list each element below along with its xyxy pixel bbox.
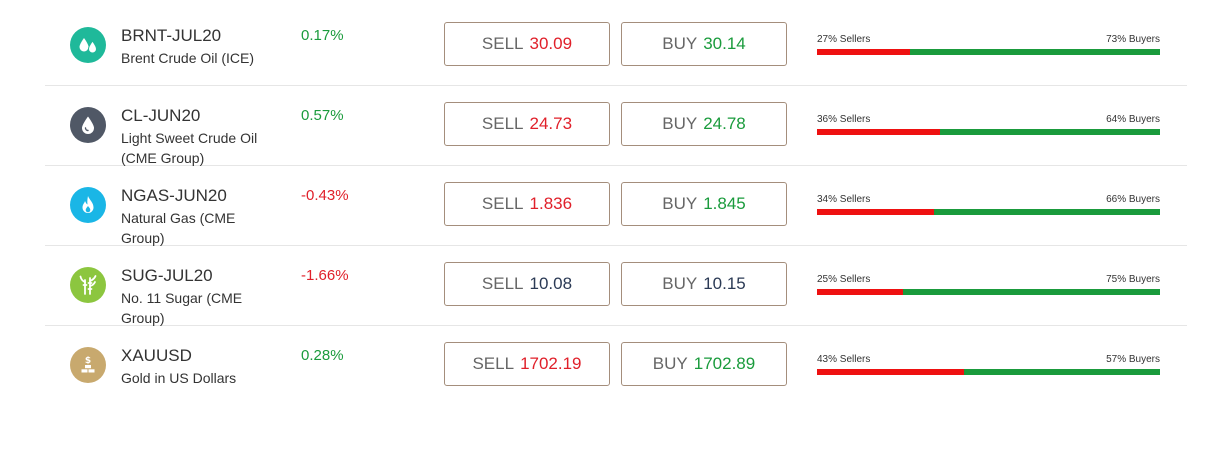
instrument-symbol[interactable]: BRNT-JUL20 [121, 26, 222, 45]
sellers-percent-label: 27% Sellers [817, 34, 871, 45]
sentiment-indicator: 25% Sellers 75% Buyers [817, 274, 1160, 295]
buy-price: 30.14 [703, 34, 746, 53]
sell-price: 1.836 [529, 194, 573, 213]
sell-price: 24.73 [529, 114, 573, 133]
sentiment-indicator: 34% Sellers 66% Buyers [817, 194, 1160, 215]
sell-label: SELL [481, 194, 524, 213]
instrument-row: SUG-JUL20 No. 11 Sugar (CME Group) -1.66… [45, 246, 1187, 326]
buy-button[interactable]: BUY 1.845 [621, 182, 787, 226]
buy-label: BUY [662, 114, 698, 133]
instrument-name: No. 11 Sugar (CME Group) [121, 290, 243, 326]
buy-button[interactable]: BUY 30.14 [621, 22, 787, 66]
buyers-percent-label: 66% Buyers [1106, 194, 1160, 205]
sell-label: SELL [472, 354, 515, 373]
sell-button[interactable]: SELL 30.09 [444, 22, 610, 66]
sellers-percent-label: 25% Sellers [817, 274, 871, 285]
sellers-bar-fill [817, 369, 965, 375]
sellers-bar-fill [817, 129, 941, 135]
sentiment-bar [817, 129, 1160, 135]
svg-text:$: $ [85, 356, 91, 366]
change-percent: -1.66% [301, 267, 349, 284]
instrument-row: BRNT-JUL20 Brent Crude Oil (ICE) 0.17% S… [45, 6, 1187, 86]
sugarcane-icon [70, 267, 106, 303]
sentiment-indicator: 36% Sellers 64% Buyers [817, 114, 1160, 135]
sentiment-bar [817, 49, 1160, 55]
buy-label: BUY [662, 34, 698, 53]
buy-label: BUY [662, 274, 698, 293]
water-drops-icon [70, 27, 106, 63]
sellers-percent-label: 43% Sellers [817, 354, 871, 365]
sell-price: 10.08 [529, 274, 573, 293]
sentiment-bar [817, 289, 1160, 295]
sellers-percent-label: 34% Sellers [817, 194, 871, 205]
change-percent: 0.17% [301, 27, 344, 44]
sell-button[interactable]: SELL 10.08 [444, 262, 610, 306]
instrument-row: NGAS-JUN20 Natural Gas (CME Group) -0.43… [45, 166, 1187, 246]
sentiment-indicator: 43% Sellers 57% Buyers [817, 354, 1160, 375]
sell-button[interactable]: SELL 1.836 [444, 182, 610, 226]
buyers-percent-label: 64% Buyers [1106, 114, 1160, 125]
buy-button[interactable]: BUY 1702.89 [621, 342, 787, 386]
buyers-percent-label: 73% Buyers [1106, 34, 1160, 45]
sentiment-bar [817, 369, 1160, 375]
oil-drop-icon [70, 107, 106, 143]
sellers-bar-fill [817, 209, 934, 215]
sell-label: SELL [481, 34, 524, 53]
gold-bars-icon: $ [70, 347, 106, 383]
buyers-percent-label: 57% Buyers [1106, 354, 1160, 365]
change-percent: 0.28% [301, 347, 344, 364]
buy-label: BUY [652, 354, 688, 373]
sentiment-bar [817, 209, 1160, 215]
instrument-name: Brent Crude Oil (ICE) [121, 50, 255, 66]
sell-button[interactable]: SELL 1702.19 [444, 342, 610, 386]
buy-price: 10.15 [703, 274, 746, 293]
sell-price: 30.09 [529, 34, 573, 53]
change-percent: 0.57% [301, 107, 344, 124]
buyers-percent-label: 75% Buyers [1106, 274, 1160, 285]
buy-button[interactable]: BUY 10.15 [621, 262, 787, 306]
sentiment-indicator: 27% Sellers 73% Buyers [817, 34, 1160, 55]
instrument-symbol[interactable]: XAUUSD [121, 346, 192, 365]
buy-price: 24.78 [703, 114, 746, 133]
instrument-name: Gold in US Dollars [121, 370, 237, 386]
buy-button[interactable]: BUY 24.78 [621, 102, 787, 146]
instrument-table: BRNT-JUL20 Brent Crude Oil (ICE) 0.17% S… [45, 6, 1187, 406]
flame-icon [70, 187, 106, 223]
instrument-symbol[interactable]: SUG-JUL20 [121, 266, 213, 285]
sell-label: SELL [481, 274, 524, 293]
sell-label: SELL [481, 114, 524, 133]
buy-label: BUY [662, 194, 698, 213]
sellers-bar-fill [817, 289, 903, 295]
buy-price: 1702.89 [693, 354, 756, 373]
change-percent: -0.43% [301, 187, 349, 204]
instrument-row: CL-JUN20 Light Sweet Crude Oil (CME Grou… [45, 86, 1187, 166]
sell-price: 1702.19 [520, 354, 582, 373]
buy-price: 1.845 [703, 194, 746, 213]
instrument-row: $ XAUUSD Gold in US Dollars 0.28% SELL 1… [45, 326, 1187, 406]
instrument-symbol[interactable]: NGAS-JUN20 [121, 186, 227, 205]
instrument-name: Natural Gas (CME Group) [121, 210, 236, 246]
instrument-name: Light Sweet Crude Oil (CME Group) [121, 130, 258, 166]
instrument-symbol[interactable]: CL-JUN20 [121, 106, 201, 125]
sell-button[interactable]: SELL 24.73 [444, 102, 610, 146]
sellers-percent-label: 36% Sellers [817, 114, 871, 125]
sellers-bar-fill [817, 49, 910, 55]
